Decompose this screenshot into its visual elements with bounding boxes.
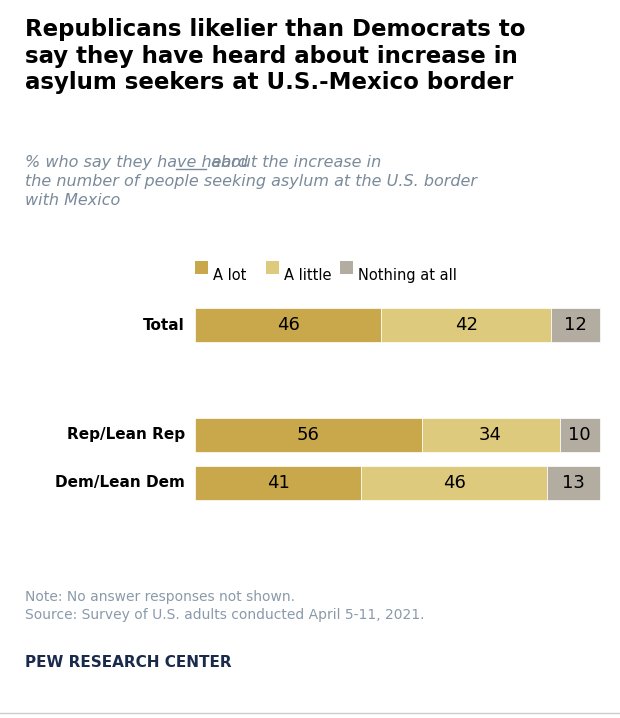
Text: 41: 41 bbox=[267, 474, 290, 492]
Text: Nothing at all: Nothing at all bbox=[358, 268, 457, 283]
FancyBboxPatch shape bbox=[381, 308, 551, 342]
Text: with Mexico: with Mexico bbox=[25, 193, 120, 208]
FancyBboxPatch shape bbox=[195, 261, 208, 274]
Text: Total: Total bbox=[143, 317, 185, 332]
FancyBboxPatch shape bbox=[361, 466, 547, 500]
Text: A lot: A lot bbox=[213, 268, 246, 283]
Text: 10: 10 bbox=[569, 426, 591, 444]
Text: the number of people seeking asylum at the U.S. border: the number of people seeking asylum at t… bbox=[25, 174, 477, 189]
Text: Dem/Lean Dem: Dem/Lean Dem bbox=[55, 475, 185, 490]
FancyBboxPatch shape bbox=[195, 466, 361, 500]
Text: 34: 34 bbox=[479, 426, 502, 444]
Text: 13: 13 bbox=[562, 474, 585, 492]
Text: about the increase in: about the increase in bbox=[206, 155, 381, 170]
Text: Source: Survey of U.S. adults conducted April 5-11, 2021.: Source: Survey of U.S. adults conducted … bbox=[25, 608, 425, 622]
FancyBboxPatch shape bbox=[195, 308, 381, 342]
FancyBboxPatch shape bbox=[559, 418, 600, 452]
Text: 12: 12 bbox=[564, 316, 587, 334]
Text: Republicans likelier than Democrats to
say they have heard about increase in
asy: Republicans likelier than Democrats to s… bbox=[25, 18, 526, 94]
Text: 46: 46 bbox=[443, 474, 466, 492]
FancyBboxPatch shape bbox=[551, 308, 600, 342]
Text: Rep/Lean Rep: Rep/Lean Rep bbox=[67, 427, 185, 442]
Text: A little: A little bbox=[284, 268, 332, 283]
Text: % who say they have heard: % who say they have heard bbox=[25, 155, 253, 170]
Text: PEW RESEARCH CENTER: PEW RESEARCH CENTER bbox=[25, 655, 232, 670]
Text: 46: 46 bbox=[277, 316, 299, 334]
FancyBboxPatch shape bbox=[340, 261, 353, 274]
FancyBboxPatch shape bbox=[266, 261, 279, 274]
FancyBboxPatch shape bbox=[547, 466, 600, 500]
Text: Note: No answer responses not shown.: Note: No answer responses not shown. bbox=[25, 590, 295, 604]
FancyBboxPatch shape bbox=[195, 418, 422, 452]
Text: 42: 42 bbox=[455, 316, 478, 334]
Text: 56: 56 bbox=[297, 426, 320, 444]
FancyBboxPatch shape bbox=[422, 418, 559, 452]
